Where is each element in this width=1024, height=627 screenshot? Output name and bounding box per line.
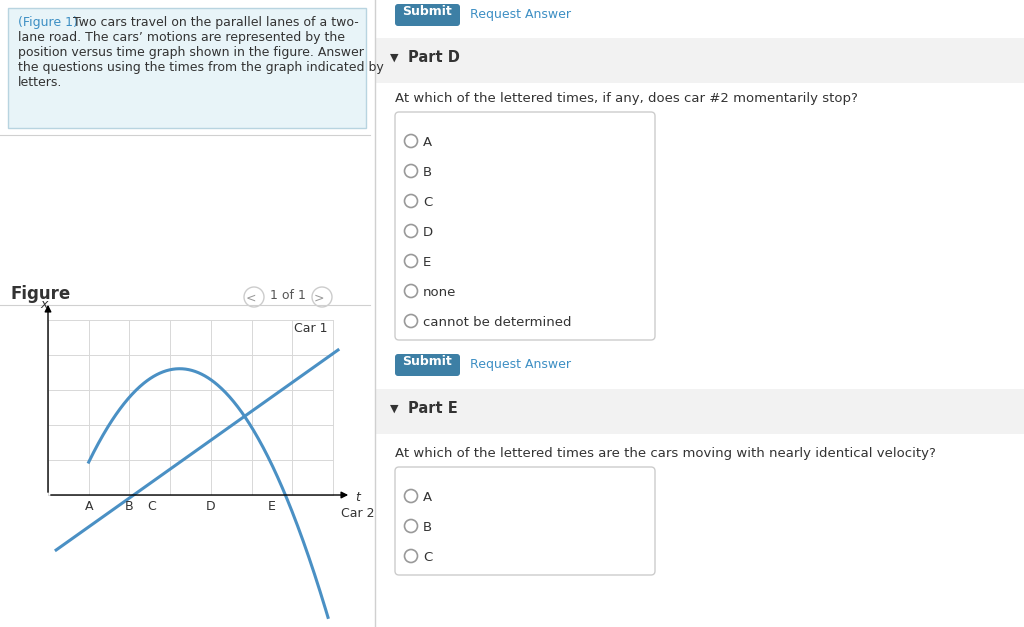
FancyBboxPatch shape <box>395 354 460 376</box>
Text: Request Answer: Request Answer <box>470 8 571 21</box>
Text: E: E <box>268 500 275 513</box>
Bar <box>8 8 366 128</box>
Text: Submit: Submit <box>402 355 452 368</box>
Circle shape <box>312 287 332 307</box>
Text: 1 of 1: 1 of 1 <box>270 289 306 302</box>
Circle shape <box>404 135 418 147</box>
Text: cannot be determined: cannot be determined <box>423 316 571 329</box>
Text: D: D <box>423 226 433 239</box>
Text: Part E: Part E <box>408 401 458 416</box>
Text: A: A <box>423 136 432 149</box>
Text: B: B <box>423 166 432 179</box>
Text: Figure: Figure <box>10 285 71 303</box>
Text: C: C <box>423 551 432 564</box>
FancyBboxPatch shape <box>395 112 655 340</box>
Circle shape <box>404 255 418 268</box>
Circle shape <box>244 287 264 307</box>
Text: the questions using the times from the graph indicated by: the questions using the times from the g… <box>18 61 384 74</box>
Circle shape <box>404 520 418 532</box>
Text: E: E <box>423 256 431 269</box>
Text: (Figure 1): (Figure 1) <box>18 16 78 29</box>
Text: position versus time graph shown in the figure. Answer: position versus time graph shown in the … <box>18 46 364 59</box>
Text: B: B <box>125 500 134 513</box>
Text: C: C <box>147 500 157 513</box>
Text: none: none <box>423 286 457 299</box>
Text: >: > <box>313 292 325 305</box>
Text: A: A <box>84 500 93 513</box>
Bar <box>375 389 1024 434</box>
Text: A: A <box>423 491 432 504</box>
Text: t: t <box>355 491 359 504</box>
Text: x: x <box>40 298 48 311</box>
Circle shape <box>404 194 418 208</box>
Circle shape <box>404 224 418 238</box>
Text: At which of the lettered times, if any, does car #2 momentarily stop?: At which of the lettered times, if any, … <box>395 92 858 105</box>
FancyBboxPatch shape <box>395 4 460 26</box>
Circle shape <box>404 315 418 327</box>
Text: B: B <box>423 521 432 534</box>
Text: D: D <box>206 500 216 513</box>
Text: <: < <box>246 292 256 305</box>
Text: ▼: ▼ <box>390 404 398 414</box>
Bar <box>375 38 1024 83</box>
Text: Car 2: Car 2 <box>341 507 375 520</box>
Text: Car 1: Car 1 <box>295 322 328 335</box>
Text: lane road. The cars’ motions are represented by the: lane road. The cars’ motions are represe… <box>18 31 345 44</box>
Circle shape <box>404 164 418 177</box>
Text: Part D: Part D <box>408 50 460 65</box>
Text: Submit: Submit <box>402 5 452 18</box>
Text: ▼: ▼ <box>390 53 398 63</box>
Circle shape <box>404 549 418 562</box>
Circle shape <box>404 285 418 297</box>
Text: letters.: letters. <box>18 76 62 89</box>
Circle shape <box>404 490 418 502</box>
FancyBboxPatch shape <box>395 467 655 575</box>
Text: Two cars travel on the parallel lanes of a two-: Two cars travel on the parallel lanes of… <box>73 16 358 29</box>
Text: At which of the lettered times are the cars moving with nearly identical velocit: At which of the lettered times are the c… <box>395 447 936 460</box>
Text: Request Answer: Request Answer <box>470 358 571 371</box>
Text: C: C <box>423 196 432 209</box>
